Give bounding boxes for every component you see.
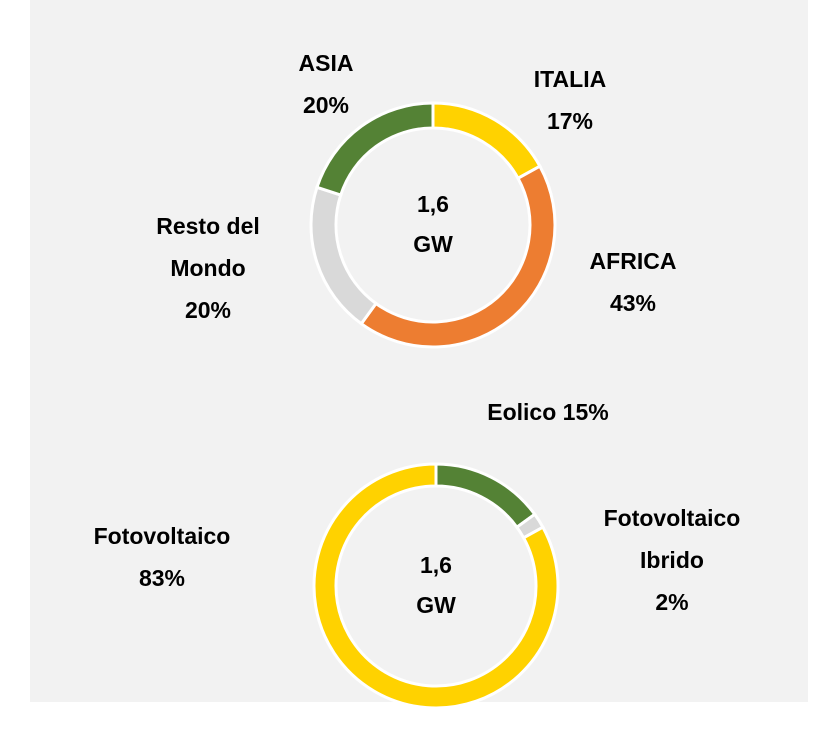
value-label: 83% (138, 565, 186, 591)
donut-slice (312, 462, 560, 710)
data-label: ITALIA 17% (495, 58, 645, 142)
center-label: GW (416, 592, 456, 618)
center-label: GW (413, 231, 453, 257)
data-label: Eolico 15% (438, 391, 658, 433)
value-label: 43% (609, 290, 657, 316)
value-label: 20% (184, 297, 232, 323)
category-label: AFRICA (589, 248, 677, 274)
data-label: ASIA 20% (251, 42, 401, 126)
category-label: Resto del Mondo (156, 213, 260, 281)
category-label: ITALIA (533, 66, 607, 92)
category-label: Fotovoltaico (93, 523, 231, 549)
value-label: 17% (546, 108, 594, 134)
value-label: 2% (655, 589, 689, 615)
data-label: Fotovoltaico 83% (62, 515, 262, 599)
data-label: Fotovoltaico Ibrido 2% (587, 497, 757, 623)
donut-slice (315, 101, 435, 197)
category-label: Fotovoltaico Ibrido (603, 505, 741, 573)
data-label: AFRICA 43% (558, 240, 708, 324)
category-label: Eolico (487, 399, 557, 425)
data-label: Resto del Mondo 20% (133, 205, 283, 331)
center-label: 1,6 (417, 191, 449, 217)
value-label: 15% (562, 399, 609, 425)
center-label: 1,6 (420, 552, 452, 578)
category-label: ASIA (298, 50, 354, 76)
value-label: 20% (302, 92, 350, 118)
